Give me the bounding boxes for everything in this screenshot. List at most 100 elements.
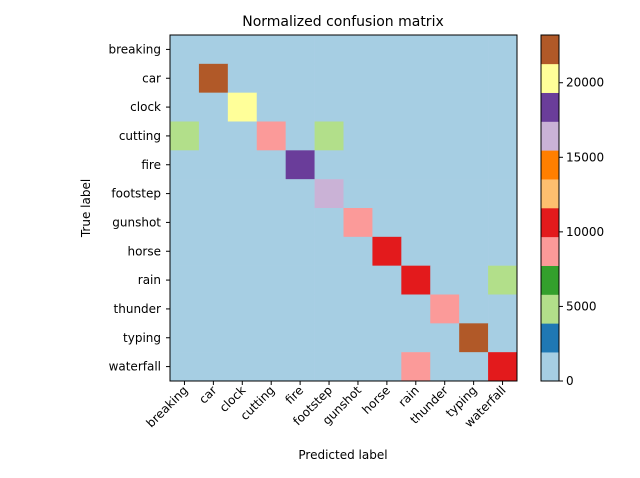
heatmap-cell-breaking-footstep: [314, 35, 344, 65]
heatmap-cell-breaking-gunshot: [343, 35, 373, 65]
heatmap-cell-clock-horse: [372, 92, 402, 122]
colorbar-segment: [541, 265, 559, 295]
heatmap-cell-breaking-cutting: [256, 35, 286, 65]
heatmap-cell-fire-clock: [227, 150, 258, 180]
heatmap-cell-footstep-breaking: [170, 179, 200, 209]
heatmap-cell-cutting-typing: [459, 121, 489, 151]
colorbar-tick-label: 0: [566, 374, 574, 388]
heatmap-cell-waterfall-thunder: [430, 352, 460, 382]
colorbar-segment: [541, 35, 559, 65]
heatmap-cell-clock-typing: [459, 92, 489, 122]
y-tick-label: footstep: [111, 187, 161, 201]
y-tick-label: horse: [127, 244, 161, 258]
heatmap-cell-typing-clock: [227, 323, 258, 353]
heatmap-cell-fire-rain: [401, 150, 431, 180]
heatmap-cell-clock-car: [198, 92, 229, 122]
heatmap-cell-horse-gunshot: [343, 236, 373, 266]
colorbar: 0 5000 10000 15000 20000: [540, 34, 604, 388]
heatmap-cell-gunshot-clock: [227, 208, 258, 238]
heatmap-cell-car-clock: [227, 63, 258, 93]
heatmap-cell-fire-car: [198, 150, 229, 180]
heatmap-cell-clock-rain: [401, 92, 431, 122]
heatmap-cell-typing-breaking: [170, 323, 200, 353]
colorbar-segment: [541, 179, 559, 209]
heatmap-cell-gunshot-cutting: [256, 208, 286, 238]
heatmap-cell-thunder-cutting: [256, 294, 286, 324]
heatmap-cell-gunshot-gunshot: [343, 208, 373, 238]
y-tick-label: clock: [130, 100, 161, 114]
colorbar-frame: [540, 34, 560, 382]
heatmap-cell-waterfall-car: [198, 352, 229, 382]
heatmap-cell-gunshot-horse: [372, 208, 402, 238]
y-tick-label: rain: [138, 273, 161, 287]
heatmap-cell-fire-typing: [459, 150, 489, 180]
heatmap-cell-rain-gunshot: [343, 265, 373, 295]
heatmap-cell-typing-fire: [285, 323, 315, 353]
heatmap-cell-car-car: [198, 63, 229, 93]
heatmap-cell-fire-breaking: [170, 150, 200, 180]
colorbar-tick-label: 15000: [566, 150, 604, 164]
colorbar-segment: [541, 294, 559, 324]
y-tick-label: typing: [123, 331, 161, 345]
y-tick-label: car: [142, 71, 161, 85]
heatmap-cell-car-breaking: [170, 63, 200, 93]
heatmap-cell-fire-cutting: [256, 150, 286, 180]
x-tick-label: breaking: [144, 383, 191, 430]
heatmap-cell-gunshot-rain: [401, 208, 431, 238]
heatmap-cell-breaking-rain: [401, 35, 431, 65]
heatmap-cell-gunshot-fire: [285, 208, 315, 238]
plot-frame: [169, 34, 518, 382]
heatmap-cell-fire-footstep: [314, 150, 344, 180]
heatmap-cell-gunshot-car: [198, 208, 229, 238]
heatmap-cell-cutting-breaking: [170, 121, 200, 151]
y-tick-label: thunder: [114, 302, 162, 316]
heatmap-cell-clock-fire: [285, 92, 315, 122]
heatmap-cell-gunshot-thunder: [430, 208, 460, 238]
heatmap-cell-clock-gunshot: [343, 92, 373, 122]
heatmap-cell-thunder-rain: [401, 294, 431, 324]
heatmap-cell-cutting-gunshot: [343, 121, 373, 151]
heatmap-cell-breaking-horse: [372, 35, 402, 65]
heatmap-cell-car-rain: [401, 63, 431, 93]
heatmap-cell-footstep-car: [198, 179, 229, 209]
heatmap-cell-cutting-horse: [372, 121, 402, 151]
x-tick-label: car: [196, 383, 219, 406]
heatmap-cell-fire-waterfall: [488, 150, 518, 180]
heatmap-cell-cutting-thunder: [430, 121, 460, 151]
heatmap-cell-car-footstep: [314, 63, 344, 93]
heatmap-cell-breaking-clock: [227, 35, 258, 65]
heatmap-cell-waterfall-rain: [401, 352, 431, 382]
heatmap-cell-rain-waterfall: [488, 265, 518, 295]
heatmap-cell-gunshot-footstep: [314, 208, 344, 238]
y-tick-label: cutting: [119, 129, 161, 143]
heatmap-cell-rain-breaking: [170, 265, 200, 295]
heatmap-cell-thunder-car: [198, 294, 229, 324]
y-axis-label: True label: [79, 179, 93, 238]
heatmap-cell-clock-clock: [227, 92, 258, 122]
heatmap-cell-footstep-clock: [227, 179, 258, 209]
heatmap-cell-typing-waterfall: [488, 323, 518, 353]
heatmap-cell-waterfall-horse: [372, 352, 402, 382]
heatmap-cell-horse-typing: [459, 236, 489, 266]
heatmap-cell-rain-cutting: [256, 265, 286, 295]
heatmap-cell-footstep-fire: [285, 179, 315, 209]
heatmap-cell-footstep-cutting: [256, 179, 286, 209]
heatmap-cell-typing-rain: [401, 323, 431, 353]
heatmap-cell-fire-gunshot: [343, 150, 373, 180]
heatmap-cell-fire-horse: [372, 150, 402, 180]
heatmap-cell-thunder-typing: [459, 294, 489, 324]
heatmap-cell-thunder-waterfall: [488, 294, 518, 324]
heatmap-cell-rain-clock: [227, 265, 258, 295]
x-axis-label: Predicted label: [298, 448, 387, 462]
heatmap-cell-rain-fire: [285, 265, 315, 295]
heatmap-cell-horse-horse: [372, 236, 402, 266]
heatmap-cell-horse-fire: [285, 236, 315, 266]
colorbar-segment: [541, 63, 559, 93]
heatmap-cell-waterfall-typing: [459, 352, 489, 382]
heatmap-cell-breaking-fire: [285, 35, 315, 65]
heatmap-cell-waterfall-fire: [285, 352, 315, 382]
heatmap-cell-thunder-gunshot: [343, 294, 373, 324]
heatmap-cell-footstep-waterfall: [488, 179, 518, 209]
heatmap-cell-gunshot-breaking: [170, 208, 200, 238]
